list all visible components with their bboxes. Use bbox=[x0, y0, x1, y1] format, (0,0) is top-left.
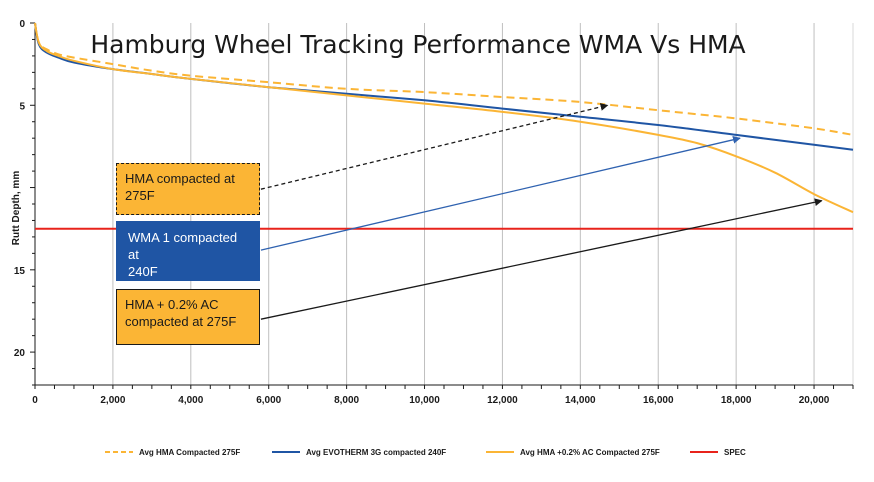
annotation-arrow-1 bbox=[260, 135, 741, 251]
annotation-arrow-0 bbox=[260, 103, 609, 190]
y-tick-label: 15 bbox=[14, 266, 26, 277]
x-tick-label: 12,000 bbox=[487, 395, 518, 406]
x-tick-label: 6,000 bbox=[256, 395, 281, 406]
annotation-arrow-2 bbox=[260, 198, 823, 320]
legend-label-0: Avg HMA Compacted 275F bbox=[139, 448, 240, 457]
annotation-box-wma: WMA 1 compacted at 240F bbox=[116, 221, 260, 281]
annotation-arrows bbox=[260, 103, 823, 320]
x-tick-label: 16,000 bbox=[643, 395, 674, 406]
annotation-hma-line1: HMA compacted at bbox=[125, 171, 235, 186]
annotation-ac-line2: compacted at 275F bbox=[125, 314, 237, 329]
x-tick-label: 2,000 bbox=[100, 395, 125, 406]
annotation-box-hma: HMA compacted at 275F bbox=[116, 163, 260, 215]
annotation-hma-line2: 275F bbox=[125, 188, 155, 203]
legend: Avg HMA Compacted 275F Avg EVOTHERM 3G co… bbox=[105, 448, 746, 457]
x-tick-label: 10,000 bbox=[409, 395, 440, 406]
y-tick-label: 5 bbox=[19, 101, 25, 112]
axes: 0 5 15 20 0 2,000 4,000 6,000 8,000 10,000 12,000 1… bbox=[14, 19, 854, 406]
x-tick-label: 20,000 bbox=[799, 395, 830, 406]
y-axis-label: Rutt Depth, mm bbox=[11, 171, 22, 246]
annotation-wma-line2: 240F bbox=[128, 264, 158, 279]
legend-label-3: SPEC bbox=[724, 448, 746, 457]
series-line-0 bbox=[34, 22, 854, 136]
x-tick-label: 8,000 bbox=[334, 395, 359, 406]
x-tick-label: 18,000 bbox=[721, 395, 752, 406]
y-tick-label: 20 bbox=[14, 348, 26, 359]
series-line-2 bbox=[34, 22, 854, 214]
legend-label-2: Avg HMA +0.2% AC Compacted 275F bbox=[520, 448, 660, 457]
chart-title: Hamburg Wheel Tracking Performance WMA V… bbox=[90, 30, 745, 59]
x-tick-label: 4,000 bbox=[178, 395, 203, 406]
x-tick-label: 0 bbox=[32, 395, 38, 406]
legend-label-1: Avg EVOTHERM 3G compacted 240F bbox=[306, 448, 446, 457]
y-tick-label: 0 bbox=[19, 19, 25, 30]
x-tick-label: 14,000 bbox=[565, 395, 596, 406]
annotation-ac-line1: HMA + 0.2% AC bbox=[125, 297, 219, 312]
annotation-wma-line1: WMA 1 compacted at bbox=[128, 230, 238, 262]
grid bbox=[112, 23, 854, 385]
annotation-box-hma-ac: HMA + 0.2% AC compacted at 275F bbox=[116, 289, 260, 345]
